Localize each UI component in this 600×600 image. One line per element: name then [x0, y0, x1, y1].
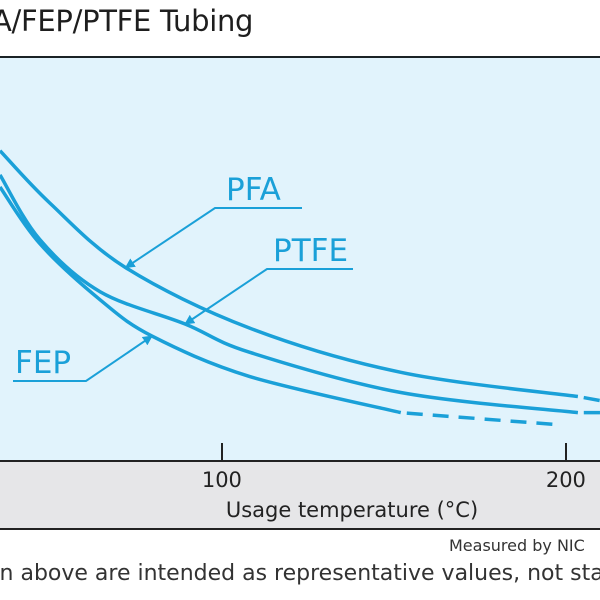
series-line-pfa-dashed — [577, 394, 600, 403]
plot-area — [0, 58, 600, 461]
series-line-ptfe — [0, 173, 579, 415]
series-line-fep — [0, 185, 402, 415]
x-axis-label: Usage temperature (°C) — [225, 498, 479, 522]
series-label-pfa: PFA — [226, 172, 281, 208]
x-tick-100 — [220, 443, 223, 460]
x-axis-band — [0, 462, 600, 528]
x-axis-line — [0, 460, 600, 462]
series-label-ptfe: PTFE — [273, 233, 348, 269]
x-tick-label-200: 200 — [545, 468, 586, 492]
x-tick-label-100: 100 — [201, 468, 242, 492]
leader-arrow-pfa — [124, 207, 302, 269]
series-line-pfa — [0, 149, 579, 399]
x-tick-200 — [564, 443, 567, 460]
leader-arrow-ptfe — [184, 268, 353, 325]
top-rule — [0, 56, 600, 58]
leader-arrow-fep — [13, 335, 153, 382]
series-label-fep: FEP — [15, 345, 71, 381]
chart-title: A/FEP/PTFE Tubing — [0, 4, 254, 38]
series-line-fep-dashed — [400, 410, 559, 427]
bottom-rule — [0, 528, 600, 530]
disclaimer-note: en above are intended as representative … — [0, 561, 600, 586]
measured-by-note: Measured by NIC — [449, 536, 585, 555]
